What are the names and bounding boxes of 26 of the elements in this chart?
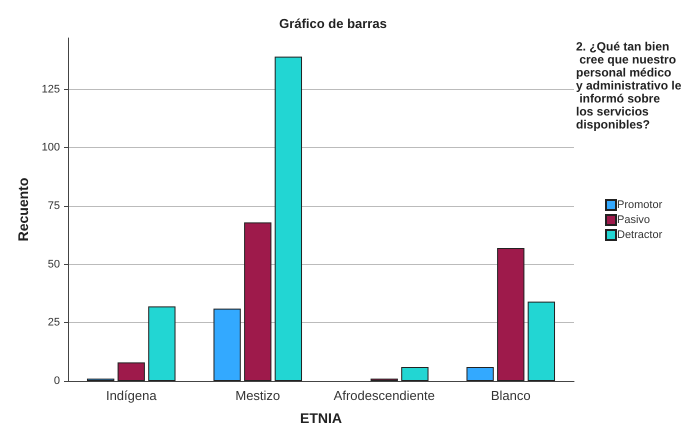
x-tick-label: Afrodescendiente: [334, 388, 435, 403]
y-tick-label: 0: [54, 375, 60, 387]
y-tick-label: 125: [42, 83, 60, 96]
bar: [118, 362, 145, 381]
y-axis-title: Recuento: [15, 178, 31, 242]
y-tick-label: 25: [48, 316, 60, 329]
legend-label: Promotor: [617, 199, 663, 211]
legend-title: 2. ¿Qué tan bien cree que nuestro personal médico y administrativo le informó sobre los servicios disponibles?: [576, 40, 682, 132]
bar: [497, 248, 524, 381]
bar: [244, 222, 272, 381]
legend-label: Detractor: [617, 229, 663, 241]
bar: [528, 302, 556, 381]
y-tick-label: 75: [48, 200, 60, 212]
x-tick-label: Blanco: [490, 388, 531, 403]
legend-label: Pasivo: [617, 214, 650, 226]
chart-title: Gráfico de barras: [279, 16, 387, 31]
y-tick-label: 100: [42, 142, 60, 154]
bar: [274, 56, 302, 381]
x-tick-label: Indígena: [106, 388, 158, 403]
x-axis-title: ETNIA: [300, 410, 342, 426]
bar: [466, 367, 494, 381]
x-tick-label: Mestizo: [235, 388, 280, 403]
bar: [148, 306, 176, 381]
bar: [213, 308, 241, 381]
bar: [401, 367, 429, 381]
y-tick-label: 50: [48, 258, 60, 270]
